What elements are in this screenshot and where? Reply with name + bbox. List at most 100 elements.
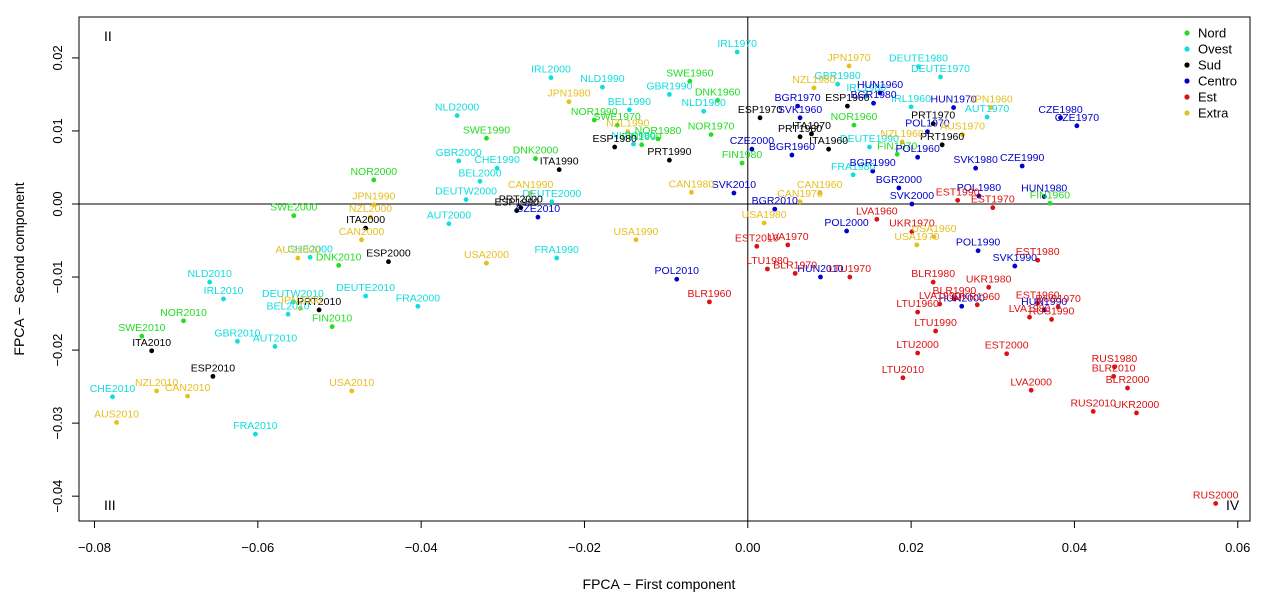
point-label: NZL2000 — [349, 203, 392, 215]
data-point — [514, 208, 520, 213]
data-point — [754, 243, 760, 249]
point-label: NOR2000 — [350, 166, 397, 178]
data-point — [614, 122, 620, 128]
point-label: ESP1990 — [495, 197, 540, 209]
data-point — [789, 152, 795, 158]
point-label: NOR1960 — [831, 111, 878, 123]
point-label: NOR1970 — [688, 121, 735, 133]
point-label: EST1970 — [971, 194, 1015, 206]
x-tick-label: 0.02 — [898, 540, 923, 555]
data-point — [846, 63, 852, 69]
data-point — [316, 307, 322, 313]
point-label: BLR2000 — [1106, 374, 1150, 386]
point-label: USA1970 — [894, 231, 939, 243]
point-label: ITA1970 — [792, 120, 831, 132]
data-point — [371, 202, 377, 208]
point-label: SWE1960 — [666, 67, 713, 79]
quadrant-label-top-left: II — [104, 28, 112, 44]
point-label: FIN2010 — [312, 313, 352, 325]
data-point — [612, 144, 618, 150]
point-label: NZL1990 — [606, 118, 649, 130]
point-label: CAN1980 — [669, 178, 715, 190]
y-tick-label: −0.04 — [50, 480, 65, 513]
data-point — [689, 189, 694, 195]
point-label: FIN1960 — [1030, 189, 1070, 201]
y-tick-label: −0.03 — [50, 407, 65, 440]
point-label: FRA2010 — [233, 420, 278, 432]
legend-marker-sud — [1184, 62, 1190, 68]
y-tick-label: 0.02 — [50, 45, 65, 70]
series-ovest — [110, 49, 990, 437]
data-point — [976, 193, 982, 199]
data-point — [554, 255, 560, 261]
data-point — [990, 205, 996, 211]
point-label: AUS2000 — [275, 244, 320, 256]
data-point — [272, 344, 278, 349]
data-point — [951, 296, 957, 302]
point-label: BLR1970 — [773, 259, 817, 271]
data-point — [844, 228, 850, 234]
point-label: NOR1990 — [571, 106, 618, 118]
data-point — [1055, 304, 1061, 310]
data-point — [463, 197, 469, 203]
point-label: ITA1990 — [540, 156, 579, 168]
data-point — [916, 64, 921, 70]
plot-frame — [78, 16, 1251, 522]
data-point — [185, 393, 191, 399]
point-label: LTU2010 — [882, 364, 925, 376]
point-label: NLD2000 — [435, 102, 480, 114]
data-point — [931, 234, 937, 240]
data-point — [951, 105, 956, 110]
data-point — [797, 134, 803, 140]
data-point — [715, 97, 720, 103]
point-label: GBR1980 — [815, 70, 861, 82]
data-point — [761, 220, 767, 226]
data-point — [295, 255, 301, 261]
data-point — [1035, 257, 1041, 263]
point-label: PRT1970 — [911, 110, 955, 122]
point-label: EST2000 — [985, 340, 1029, 352]
point-label: BLR2010 — [1092, 362, 1136, 374]
data-point — [655, 136, 661, 142]
point-label: DEUTE1980 — [889, 53, 948, 65]
point-label: RUS2010 — [1070, 397, 1116, 409]
point-label: JPN2000 — [279, 294, 322, 306]
point-label: CAN1970 — [777, 188, 823, 200]
data-point — [938, 74, 943, 80]
data-point — [984, 114, 990, 120]
point-label: AUT1970 — [965, 103, 1010, 115]
point-label: SWE2000 — [270, 202, 317, 214]
point-label: HUN2000 — [939, 292, 985, 304]
data-point — [870, 168, 876, 174]
point-label: HUN1970 — [931, 94, 977, 106]
data-point — [535, 214, 541, 220]
data-point — [484, 260, 489, 266]
data-point — [633, 237, 639, 243]
point-label: FRA1980 — [831, 161, 876, 173]
data-point — [556, 167, 562, 173]
point-label: POL1960 — [895, 143, 940, 155]
data-point — [739, 160, 745, 166]
point-label: PRT1980 — [778, 123, 822, 135]
point-label: LTU2000 — [896, 339, 939, 351]
data-point — [290, 299, 296, 305]
axes: −0.08 −0.06 −0.04 −0.02 0.00 0.02 0.04 0.06 −0.0… — [50, 45, 1250, 555]
data-point — [477, 178, 483, 184]
data-point — [877, 90, 883, 96]
quadrant-label-bottom-left: III — [104, 497, 116, 513]
data-point — [933, 328, 939, 334]
point-label: BEL2010 — [266, 300, 309, 312]
point-label: ITA2010 — [132, 337, 171, 349]
point-label: USA1960 — [912, 223, 957, 235]
quadrant-label-bottom-right: IV — [1226, 497, 1240, 513]
point-label: LVA2000 — [1010, 376, 1052, 388]
point-label: JPN1980 — [547, 88, 590, 100]
data-point — [626, 107, 632, 113]
data-point — [701, 108, 707, 114]
data-point — [625, 129, 631, 135]
point-label: LVA1980 — [1009, 303, 1051, 315]
point-label: CZE2010 — [516, 203, 561, 215]
point-label: BLR1990 — [932, 285, 976, 297]
data-point — [639, 142, 645, 148]
